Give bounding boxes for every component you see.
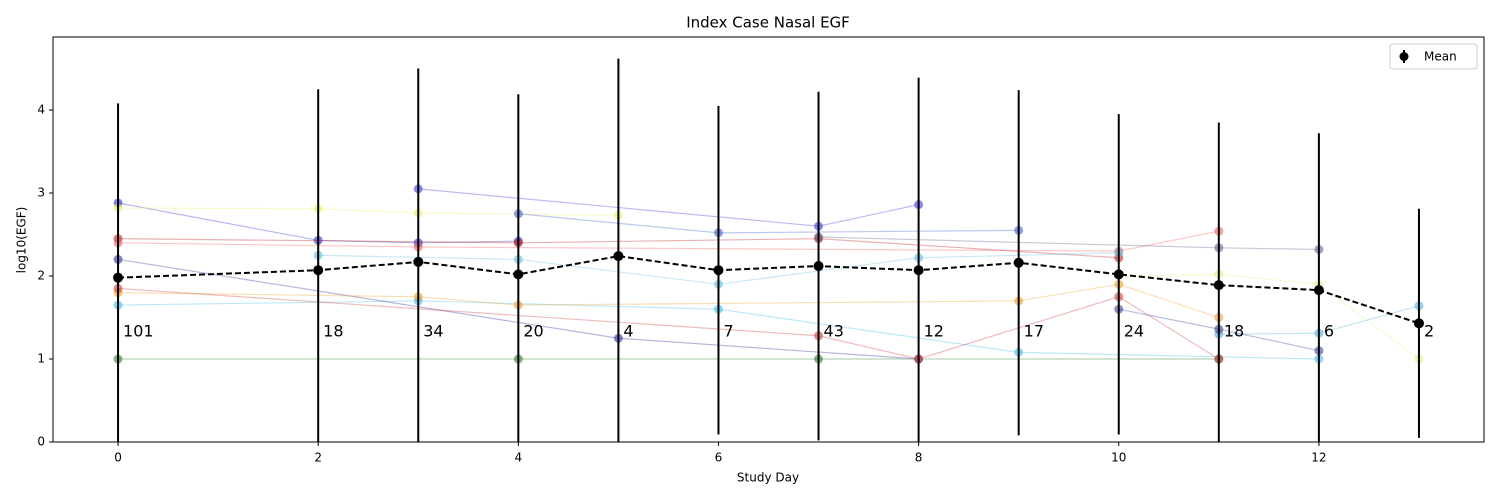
count-label: 2 bbox=[1424, 322, 1434, 341]
mean-point bbox=[613, 251, 624, 262]
subject-line bbox=[118, 230, 1219, 252]
mean-point bbox=[913, 265, 924, 276]
subject-line bbox=[518, 213, 1019, 234]
count-label: 18 bbox=[323, 322, 343, 341]
x-tick-label: 10 bbox=[1111, 451, 1126, 465]
y-axis-label: log10(EGF) bbox=[15, 207, 29, 274]
count-label: 24 bbox=[1124, 322, 1144, 341]
mean-point bbox=[313, 265, 324, 276]
count-label: 18 bbox=[1224, 322, 1244, 341]
count-label: 34 bbox=[423, 322, 443, 341]
mean-point bbox=[1013, 257, 1024, 268]
x-tick-label: 8 bbox=[915, 451, 923, 465]
subject-line bbox=[118, 287, 1220, 360]
y-tick-label: 2 bbox=[37, 269, 45, 283]
mean-point bbox=[413, 256, 424, 267]
mean-point bbox=[513, 269, 524, 280]
mean-point bbox=[1313, 285, 1324, 296]
x-tick-label: 2 bbox=[314, 451, 322, 465]
legend-box bbox=[1389, 43, 1478, 70]
x-tick-label: 12 bbox=[1311, 451, 1326, 465]
y-tick-label: 0 bbox=[37, 435, 45, 449]
plot-area bbox=[113, 58, 1424, 442]
y-tick-label: 4 bbox=[37, 103, 45, 117]
y-tick-label: 1 bbox=[37, 352, 45, 366]
count-label: 6 bbox=[1324, 322, 1334, 341]
count-label: 4 bbox=[623, 322, 633, 341]
legend-label: Mean bbox=[1424, 50, 1457, 64]
x-tick-label: 0 bbox=[114, 451, 122, 465]
subject-line bbox=[118, 283, 1219, 319]
count-label: 20 bbox=[523, 322, 543, 341]
count-label: 101 bbox=[123, 322, 154, 341]
mean-point bbox=[113, 272, 124, 283]
count-label: 17 bbox=[1024, 322, 1044, 341]
legend-marker bbox=[1399, 52, 1409, 61]
count-label: 7 bbox=[723, 322, 733, 341]
x-axis-label: Study Day bbox=[737, 471, 799, 485]
count-label: 43 bbox=[824, 322, 844, 341]
axes-frame bbox=[52, 36, 1485, 443]
subject-line bbox=[418, 188, 919, 227]
subject-line bbox=[117, 202, 519, 244]
y-tick-label: 3 bbox=[37, 186, 45, 200]
x-tick-label: 6 bbox=[715, 451, 723, 465]
count-label: 12 bbox=[924, 322, 944, 341]
mean-point bbox=[813, 261, 824, 272]
chart-title: Index Case Nasal EGF bbox=[686, 14, 850, 32]
mean-point bbox=[713, 265, 724, 276]
mean-point bbox=[1413, 318, 1424, 329]
mean-point bbox=[1213, 280, 1224, 291]
subject-line bbox=[1118, 273, 1420, 360]
x-tick-label: 4 bbox=[515, 451, 523, 465]
mean-point bbox=[1113, 269, 1124, 280]
subject-line bbox=[118, 207, 619, 217]
